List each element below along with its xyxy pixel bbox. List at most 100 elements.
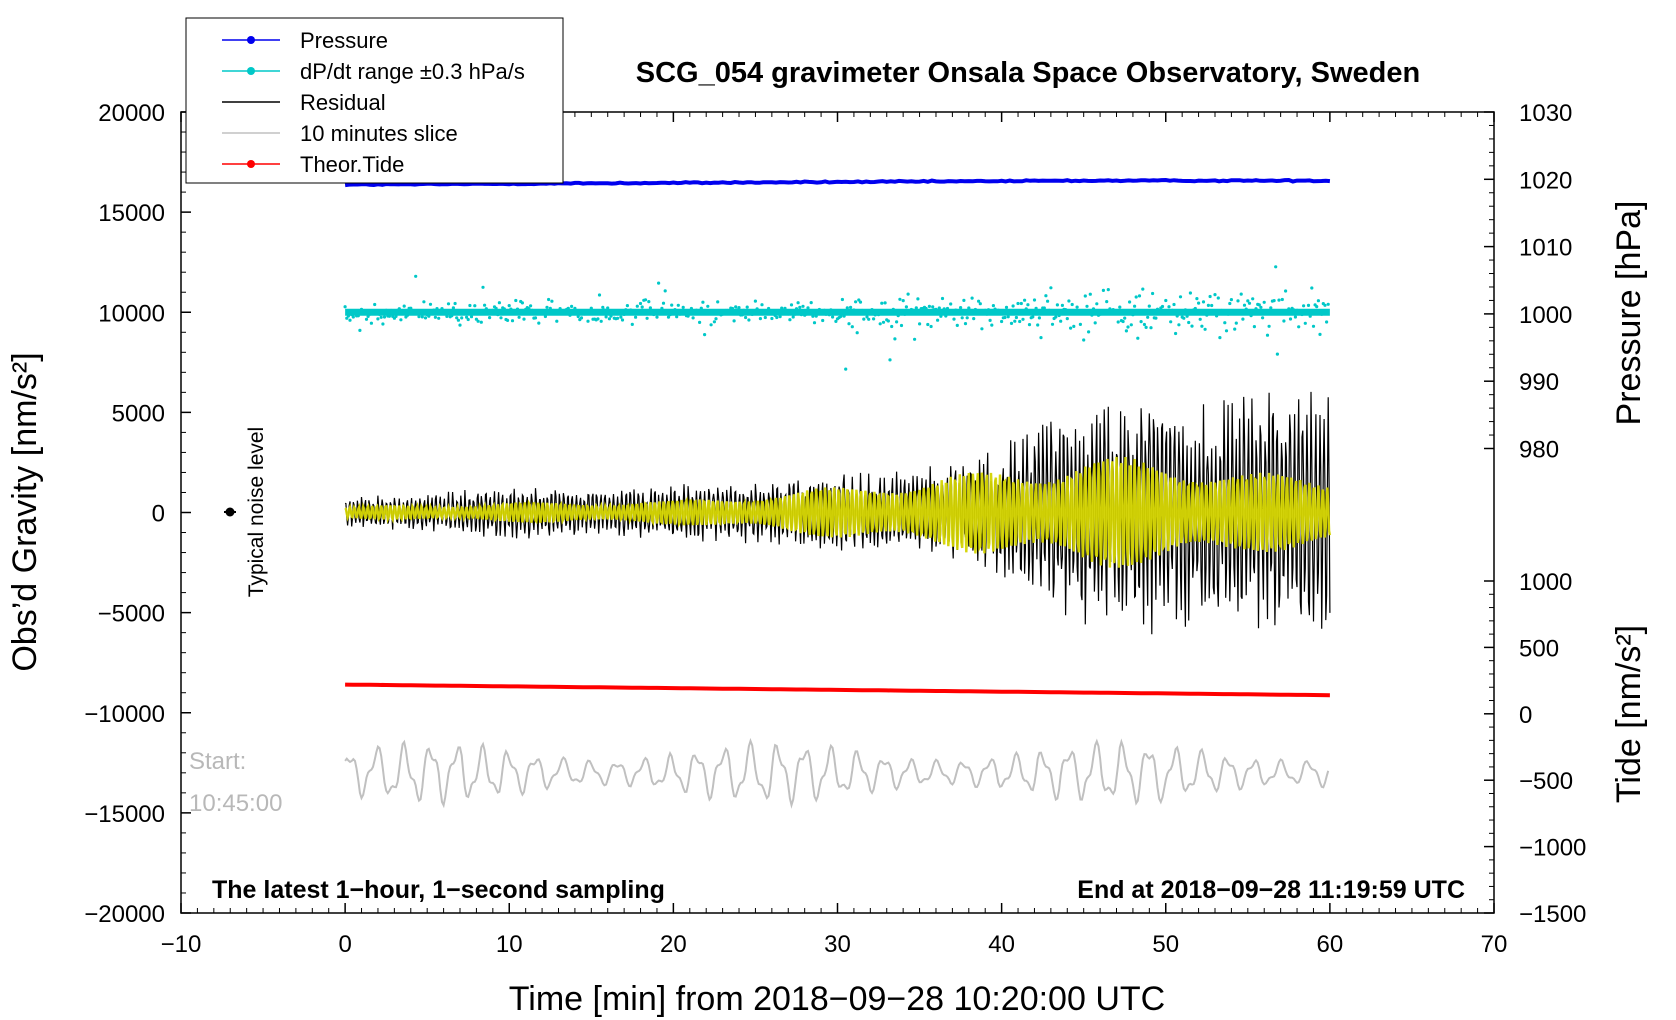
y-tick-label-tide: 1000 <box>1519 569 1572 596</box>
dpdt-point <box>1218 336 1222 340</box>
dpdt-point <box>982 312 986 316</box>
dpdt-point <box>775 315 779 320</box>
dpdt-point <box>811 314 815 318</box>
dpdt-point <box>886 319 891 323</box>
dpdt-point <box>888 358 892 362</box>
dpdt-point <box>1226 312 1230 316</box>
dpdt-point <box>767 306 771 311</box>
dpdt-point <box>1070 302 1074 307</box>
y-tick-label-tide: 500 <box>1519 635 1559 662</box>
dpdt-point <box>732 319 736 323</box>
dpdt-point <box>1055 303 1059 307</box>
dpdt-point <box>522 317 526 321</box>
dpdt-point <box>1054 315 1058 319</box>
dpdt-point <box>1203 327 1207 331</box>
dpdt-point <box>937 306 941 310</box>
y-tick-label-pressure: 1020 <box>1519 167 1572 194</box>
dpdt-point <box>827 313 831 317</box>
dpdt-point <box>891 307 895 311</box>
dpdt-point <box>1215 314 1219 318</box>
dpdt-point <box>1257 303 1261 307</box>
dpdt-point <box>844 367 848 371</box>
dpdt-point <box>397 307 401 311</box>
dpdt-point <box>936 318 940 322</box>
dpdt-point <box>776 312 781 316</box>
dpdt-point <box>556 311 561 315</box>
dpdt-point <box>588 309 592 313</box>
dpdt-point <box>940 296 945 301</box>
dpdt-point <box>1123 316 1127 320</box>
dpdt-point <box>721 312 725 316</box>
dpdt-point <box>709 323 713 327</box>
dpdt-point <box>742 308 746 312</box>
legend-entries: Pressure dP/dt range ±0.3 hPa/s Residual 10… <box>222 28 525 177</box>
dpdt-point <box>476 319 480 323</box>
dpdt-point <box>1121 319 1125 324</box>
dpdt-point <box>949 302 953 306</box>
dpdt-point <box>959 306 963 310</box>
dpdt-point <box>458 323 462 327</box>
dpdt-point <box>1305 311 1309 315</box>
noise-level-label: Typical noise level <box>245 427 268 597</box>
dpdt-point <box>1229 298 1233 302</box>
dpdt-point <box>916 297 920 301</box>
dpdt-point <box>471 310 475 314</box>
dpdt-point <box>883 301 887 305</box>
dpdt-point <box>446 302 451 306</box>
dpdt-point <box>868 310 872 314</box>
dpdt-point <box>1221 311 1225 315</box>
dpdt-point <box>1077 312 1081 316</box>
dpdt-point <box>658 309 662 313</box>
dpdt-point <box>1000 319 1004 324</box>
dpdt-point <box>1004 305 1009 309</box>
dpdt-point <box>579 316 584 320</box>
dpdt-point <box>1098 312 1102 316</box>
dpdt-point <box>640 305 644 309</box>
dpdt-point <box>939 314 943 318</box>
dpdt-point <box>1011 304 1015 308</box>
dpdt-point <box>479 320 483 324</box>
dpdt-point <box>576 314 580 319</box>
dpdt-point <box>804 312 808 316</box>
dpdt-point <box>420 315 424 319</box>
tide-series <box>345 682 1330 698</box>
dpdt-point <box>704 311 708 315</box>
dpdt-point <box>686 314 690 318</box>
dpdt-point <box>1106 288 1110 292</box>
dpdt-point <box>1103 310 1107 314</box>
dpdt-point <box>1147 304 1151 308</box>
dpdt-point <box>359 307 364 311</box>
dpdt-point <box>1151 291 1155 296</box>
dpdt-point <box>1165 309 1169 313</box>
dpdt-point <box>1272 299 1276 303</box>
dpdt-point <box>696 310 700 314</box>
dpdt-point <box>747 318 751 322</box>
dpdt-point <box>968 308 973 312</box>
dpdt-point <box>924 306 928 311</box>
dpdt-point <box>422 300 426 304</box>
dpdt-point <box>481 285 485 289</box>
dpdt-point <box>1031 315 1035 319</box>
dpdt-point <box>351 315 355 319</box>
legend-label: 10 minutes slice <box>300 121 458 146</box>
dpdt-point <box>1134 295 1138 299</box>
dpdt-point <box>927 304 932 308</box>
dpdt-point <box>1190 324 1194 328</box>
dpdt-point <box>955 323 959 327</box>
dpdt-point <box>1009 321 1014 325</box>
dpdt-point <box>611 312 615 316</box>
dpdt-point <box>566 306 570 310</box>
legend-marker <box>247 36 255 44</box>
dpdt-point <box>496 313 500 317</box>
dpdt-point <box>373 302 377 307</box>
dpdt-point <box>1137 294 1142 298</box>
dpdt-point <box>1238 309 1242 313</box>
dpdt-point <box>1274 265 1278 269</box>
dpdt-point <box>1177 323 1181 327</box>
dpdt-point <box>975 309 979 313</box>
dpdt-point <box>617 311 621 315</box>
dpdt-point <box>399 318 403 322</box>
dpdt-point <box>1265 333 1270 337</box>
dpdt-point <box>1308 314 1312 318</box>
dpdt-point <box>1279 309 1283 313</box>
